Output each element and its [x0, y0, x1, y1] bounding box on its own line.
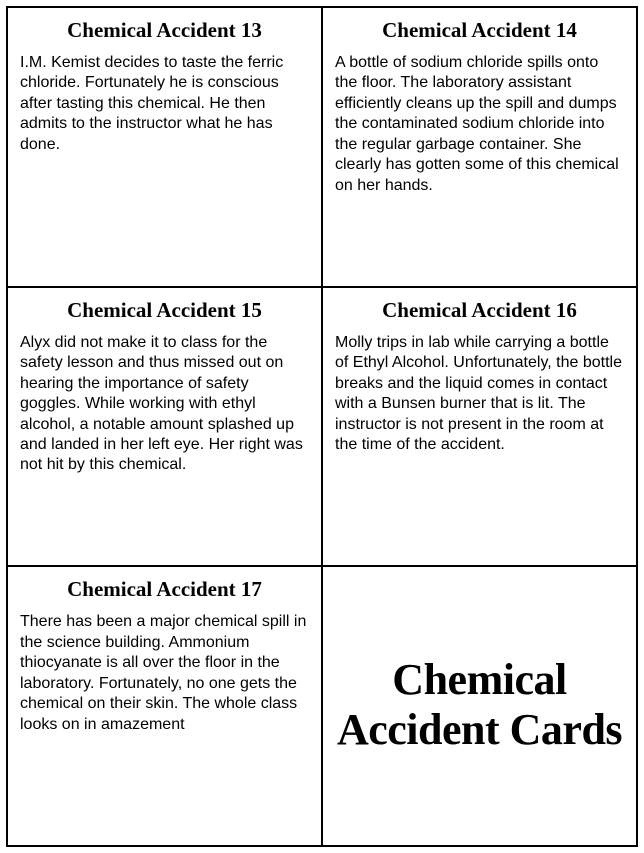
card-body: A bottle of sodium chloride spills onto …: [335, 53, 624, 196]
card-13: Chemical Accident 13 I.M. Kemist decides…: [7, 7, 322, 287]
card-body: I.M. Kemist decides to taste the ferric …: [20, 53, 309, 155]
deck-label-cell: Chemical Accident Cards: [322, 566, 637, 846]
card-body: Molly trips in lab while carrying a bott…: [335, 333, 624, 456]
card-title: Chemical Accident 17: [20, 577, 309, 602]
deck-label: Chemical Accident Cards: [335, 655, 624, 756]
card-14: Chemical Accident 14 A bottle of sodium …: [322, 7, 637, 287]
card-17: Chemical Accident 17 There has been a ma…: [7, 566, 322, 846]
card-body: Alyx did not make it to class for the sa…: [20, 333, 309, 476]
card-15: Chemical Accident 15 Alyx did not make i…: [7, 287, 322, 567]
card-title: Chemical Accident 15: [20, 298, 309, 323]
card-title: Chemical Accident 14: [335, 18, 624, 43]
card-16: Chemical Accident 16 Molly trips in lab …: [322, 287, 637, 567]
card-title: Chemical Accident 16: [335, 298, 624, 323]
card-title: Chemical Accident 13: [20, 18, 309, 43]
card-body: There has been a major chemical spill in…: [20, 612, 309, 735]
cards-grid: Chemical Accident 13 I.M. Kemist decides…: [6, 6, 638, 847]
